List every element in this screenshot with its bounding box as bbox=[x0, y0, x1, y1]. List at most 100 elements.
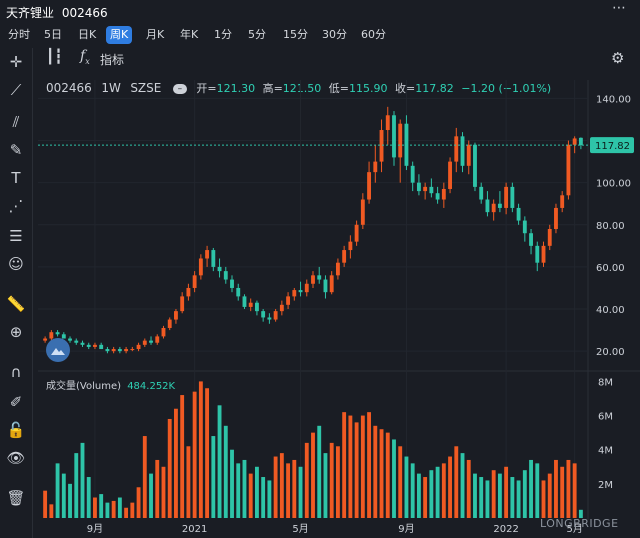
trash-icon[interactable]: 🗑 bbox=[6, 489, 26, 507]
volume-bar bbox=[560, 466, 565, 518]
legend-symbol: 002466 bbox=[46, 81, 92, 95]
brush-icon[interactable]: ✎ bbox=[9, 141, 23, 159]
text-tool-icon[interactable]: T bbox=[11, 169, 21, 187]
lock-icon[interactable]: 🔓 bbox=[6, 421, 26, 439]
tab-day-k[interactable]: 日K bbox=[78, 28, 97, 41]
candle-body bbox=[466, 144, 471, 166]
candle-body bbox=[504, 186, 509, 208]
collapse-legend-icon[interactable]: – bbox=[172, 84, 187, 94]
volume-bar bbox=[323, 453, 328, 518]
volume-bar bbox=[186, 446, 191, 518]
volume-bar bbox=[566, 459, 571, 518]
candle-body bbox=[86, 344, 91, 347]
volume-bar bbox=[49, 504, 54, 518]
volume-bar bbox=[354, 422, 359, 518]
fx-icon[interactable]: fx bbox=[80, 48, 90, 66]
candle-body bbox=[510, 186, 515, 208]
indicators-label[interactable]: 指标 bbox=[100, 53, 125, 67]
magnet-icon[interactable]: ∩ bbox=[10, 363, 22, 381]
candle-body bbox=[392, 115, 396, 158]
volume-bar bbox=[68, 483, 72, 518]
volume-value: 484.252K bbox=[127, 381, 176, 392]
tab-1min[interactable]: 1分 bbox=[214, 28, 232, 41]
last-price-tag bbox=[590, 137, 634, 154]
settings-gear-icon[interactable]: ⚙ bbox=[611, 49, 625, 67]
candle-body bbox=[267, 317, 272, 320]
volume-bar bbox=[379, 429, 384, 518]
candle-body bbox=[93, 344, 97, 347]
candle-body bbox=[572, 138, 577, 145]
zoom-in-icon[interactable]: ⊕ bbox=[9, 323, 23, 341]
tab-fenshi[interactable]: 分时 bbox=[8, 28, 30, 41]
tab-5min[interactable]: 5分 bbox=[248, 28, 266, 41]
candle-body bbox=[180, 296, 185, 312]
candle-body bbox=[136, 344, 141, 350]
candle-body bbox=[186, 287, 191, 297]
candle-body bbox=[578, 137, 583, 146]
logo-badge-icon[interactable] bbox=[46, 338, 70, 362]
tab-30min[interactable]: 30分 bbox=[322, 28, 347, 41]
volume-bar bbox=[261, 477, 266, 518]
price-tick-label: 40.00 bbox=[596, 305, 625, 316]
volume-bar bbox=[348, 415, 353, 518]
volume-bar bbox=[547, 473, 552, 518]
candle-body bbox=[167, 319, 172, 328]
tab-60min[interactable]: 60分 bbox=[361, 28, 386, 41]
candle-body bbox=[335, 262, 340, 276]
axes-layer: 140.00120.00100.0080.0060.0040.0020.008M… bbox=[38, 94, 634, 535]
ruler-icon[interactable]: 📏 bbox=[6, 295, 26, 313]
volume-bar bbox=[149, 473, 153, 518]
volume-bar bbox=[124, 507, 129, 518]
tab-15min[interactable]: 15分 bbox=[283, 28, 308, 41]
ohlc-legend: 002466 1W SZSE – 开=121.30 高=121.50 低=115… bbox=[46, 80, 551, 96]
candle-body bbox=[491, 203, 496, 213]
crosshair-icon[interactable]: ✛ bbox=[9, 53, 23, 71]
candle-body bbox=[317, 275, 322, 280]
volume-bar bbox=[130, 502, 135, 518]
trendline-icon[interactable]: ⟋ bbox=[10, 81, 22, 99]
volume-bar bbox=[423, 477, 428, 518]
candle-body bbox=[460, 136, 465, 166]
volume-bar bbox=[80, 442, 85, 518]
candle-body bbox=[55, 332, 60, 335]
pattern-icon[interactable]: ⋰ bbox=[8, 197, 24, 215]
more-menu-icon[interactable]: ⋯ bbox=[612, 0, 626, 16]
tab-month-k[interactable]: 月K bbox=[146, 28, 165, 41]
candle-body bbox=[68, 338, 72, 341]
tab-week-k[interactable]: 周K bbox=[106, 26, 133, 44]
candle-body bbox=[547, 229, 552, 246]
low-value: 115.90 bbox=[349, 82, 388, 95]
pencil-lock-icon[interactable]: ✐ bbox=[9, 393, 23, 411]
candle-body bbox=[49, 332, 54, 339]
volume-tick-label: 8M bbox=[598, 377, 613, 388]
volume-bar bbox=[105, 502, 110, 518]
candle-body bbox=[479, 186, 484, 200]
high-label: 高= bbox=[262, 82, 283, 95]
candle-type-icon[interactable]: ┃┇ bbox=[46, 49, 63, 65]
parallel-lines-icon[interactable]: ⫽ bbox=[12, 113, 20, 131]
volume-bar bbox=[516, 480, 521, 518]
candle-body bbox=[192, 275, 197, 288]
volume-bar bbox=[578, 509, 583, 518]
tab-year-k[interactable]: 年K bbox=[180, 28, 199, 41]
volume-bar bbox=[298, 466, 303, 518]
volume-label: 成交量(Volume) bbox=[46, 381, 121, 392]
candle-body bbox=[111, 349, 116, 352]
volume-bar bbox=[279, 453, 284, 518]
volume-tick-label: 2M bbox=[598, 480, 613, 491]
volume-bar bbox=[192, 391, 197, 518]
eye-icon[interactable]: 👁 bbox=[6, 449, 26, 467]
volume-bar bbox=[522, 470, 527, 518]
tab-5day[interactable]: 5日 bbox=[44, 28, 62, 41]
stock-title: 天齐锂业 002466 bbox=[6, 4, 108, 21]
candle-body bbox=[516, 207, 521, 221]
stock-code: 002466 bbox=[61, 6, 108, 20]
emoji-icon[interactable]: ☺ bbox=[8, 255, 24, 273]
fib-icon[interactable]: ☰ bbox=[9, 227, 23, 245]
volume-bar bbox=[460, 453, 465, 518]
price-tick-label: 20.00 bbox=[596, 347, 625, 358]
volume-bar bbox=[74, 453, 79, 518]
volume-bar bbox=[248, 473, 253, 518]
volume-bar bbox=[541, 480, 546, 518]
